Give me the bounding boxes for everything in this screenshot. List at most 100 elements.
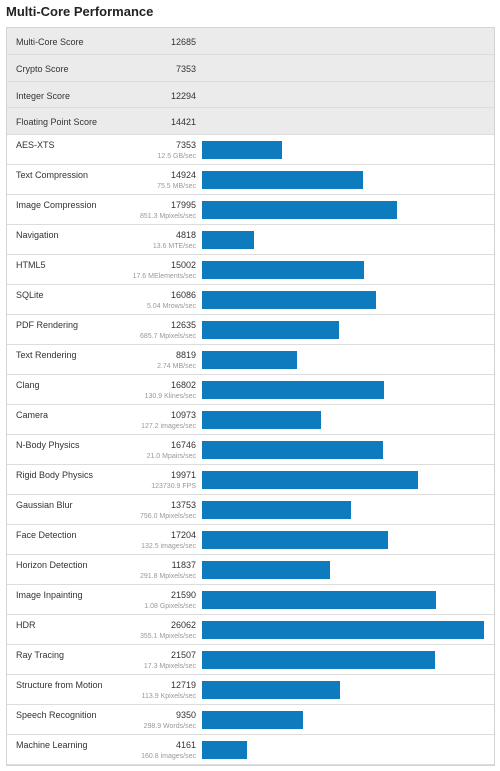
workload-rate: 291.8 Mpixels/sec [139,573,196,580]
workload-row: Horizon Detection 11837 291.8 Mpixels/sec [7,555,494,585]
score-bar [202,231,255,249]
workload-name: SQLite [16,290,44,300]
score-bar [202,591,436,609]
workload-name: Clang [16,380,40,390]
workload-row: Camera 10973 127.2 images/sec [7,405,494,435]
summary-row: Integer Score 12294 [7,81,494,109]
workload-name: Text Compression [16,170,89,180]
workload-rate: 2.74 MB/sec [157,363,196,370]
workload-rate: 756.0 Mpixels/sec [139,513,196,520]
workload-rate: 685.7 Mpixels/sec [139,333,196,340]
workload-name: N-Body Physics [16,440,80,450]
workload-row: Structure from Motion 12719 113.9 Kpixels/… [7,675,494,705]
workload-row: Text Rendering 8819 2.74 MB/sec [7,345,494,375]
score-name: Multi-Core Score [16,37,84,47]
workload-row: Speech Recognition 9350 298.9 Words/sec [7,705,494,735]
score-value: 12685 [170,37,196,47]
workload-rate: 5.04 Mrows/sec [146,303,196,310]
workload-rate: 127.2 images/sec [141,423,196,430]
workload-score: 17995 [170,200,196,210]
score-value: 7353 [175,63,196,74]
workload-score: 13753 [170,500,196,510]
workload-name: Horizon Detection [16,560,88,570]
workload-name: Gaussian Blur [16,500,73,510]
workload-row: N-Body Physics 16746 21.0 Mpairs/sec [7,435,494,465]
workload-score: 10973 [170,410,196,420]
workload-row: Image Compression 17995 851.3 Mpixels/sec [7,195,494,225]
workload-rate: 123730.9 FPS [151,483,196,490]
score-bar [202,711,304,729]
workload-row: HDR 26062 355.1 Mpixels/sec [7,615,494,645]
workload-name: Image Inpainting [16,590,83,600]
workload-name: Ray Tracing [16,650,65,660]
workload-score: 11837 [171,560,196,570]
workload-score: 21590 [170,590,196,600]
workload-row: Image Inpainting 21590 1.08 Gpixels/sec [7,585,494,615]
workload-name: Navigation [16,230,59,240]
summary-row: Crypto Score 7353 [7,54,494,82]
score-bar [202,411,321,429]
workload-row: Machine Learning 4161 160.8 images/sec [7,735,494,765]
workload-name: Camera [16,410,49,420]
workload-score: 7353 [175,140,196,150]
workload-name: Face Detection [16,530,77,540]
workload-row: PDF Rendering 12635 685.7 Mpixels/sec [7,315,494,345]
workload-rate: 355.1 Mpixels/sec [139,633,196,640]
workload-score: 16802 [170,380,196,390]
score-bar [202,531,389,549]
workload-score: 16086 [170,290,196,300]
workload-row: Clang 16802 130.9 Klines/sec [7,375,494,405]
score-name: Crypto Score [16,63,69,74]
workload-score: 9350 [175,710,196,720]
score-bar [202,351,298,369]
workload-rate: 13.6 MTE/sec [152,243,196,250]
workload-name: Rigid Body Physics [16,470,94,480]
score-bar [202,291,377,309]
workload-score: 16746 [170,440,196,450]
summary-row: Multi-Core Score 12685 [7,28,494,55]
workload-score: 21507 [170,650,196,660]
workload-rate: 12.5 GB/sec [157,153,196,160]
workload-rate: 21.0 Mpairs/sec [146,453,196,460]
score-bar [202,321,339,339]
summary-row: Floating Point Score 14421 [7,108,494,135]
score-bar [202,471,419,489]
workload-rate: 298.9 Words/sec [143,723,196,730]
workload-score: 8819 [175,350,196,360]
workload-score: 19971 [170,470,196,480]
workload-name: Text Rendering [16,350,77,360]
workload-row: Gaussian Blur 13753 756.0 Mpixels/sec [7,495,494,525]
score-bar [202,621,484,639]
score-bar [202,201,397,219]
workload-score: 14924 [170,170,196,180]
workload-rate: 132.5 images/sec [141,543,196,550]
score-bar [202,501,351,519]
workload-row: Navigation 4818 13.6 MTE/sec [7,225,494,255]
score-value: 14421 [170,117,196,128]
workload-name: Structure from Motion [16,680,103,690]
score-bar [202,381,384,399]
workload-name: HDR [16,620,36,630]
workload-name: Image Compression [16,200,97,210]
workload-row: Rigid Body Physics 19971 123730.9 FPS [7,465,494,495]
workload-score: 4818 [175,230,196,240]
score-value: 12294 [170,90,196,101]
page-title: Multi-Core Performance [6,4,154,19]
workload-score: 15002 [170,260,196,270]
workload-rate: 851.3 Mpixels/sec [139,213,196,220]
score-name: Floating Point Score [16,117,98,128]
workload-score: 12719 [170,680,196,690]
workload-rate: 160.8 images/sec [141,753,196,760]
score-bar [202,681,340,699]
workload-name: Speech Recognition [16,710,97,720]
score-bar [202,141,282,159]
score-bar [202,261,365,279]
workload-name: PDF Rendering [16,320,79,330]
workload-score: 26062 [170,620,196,630]
score-bar [202,441,384,459]
workload-rate: 17.6 MElements/sec [132,273,196,280]
workload-row: SQLite 16086 5.04 Mrows/sec [7,285,494,315]
workload-row: Face Detection 17204 132.5 images/sec [7,525,494,555]
score-bar [202,171,364,189]
